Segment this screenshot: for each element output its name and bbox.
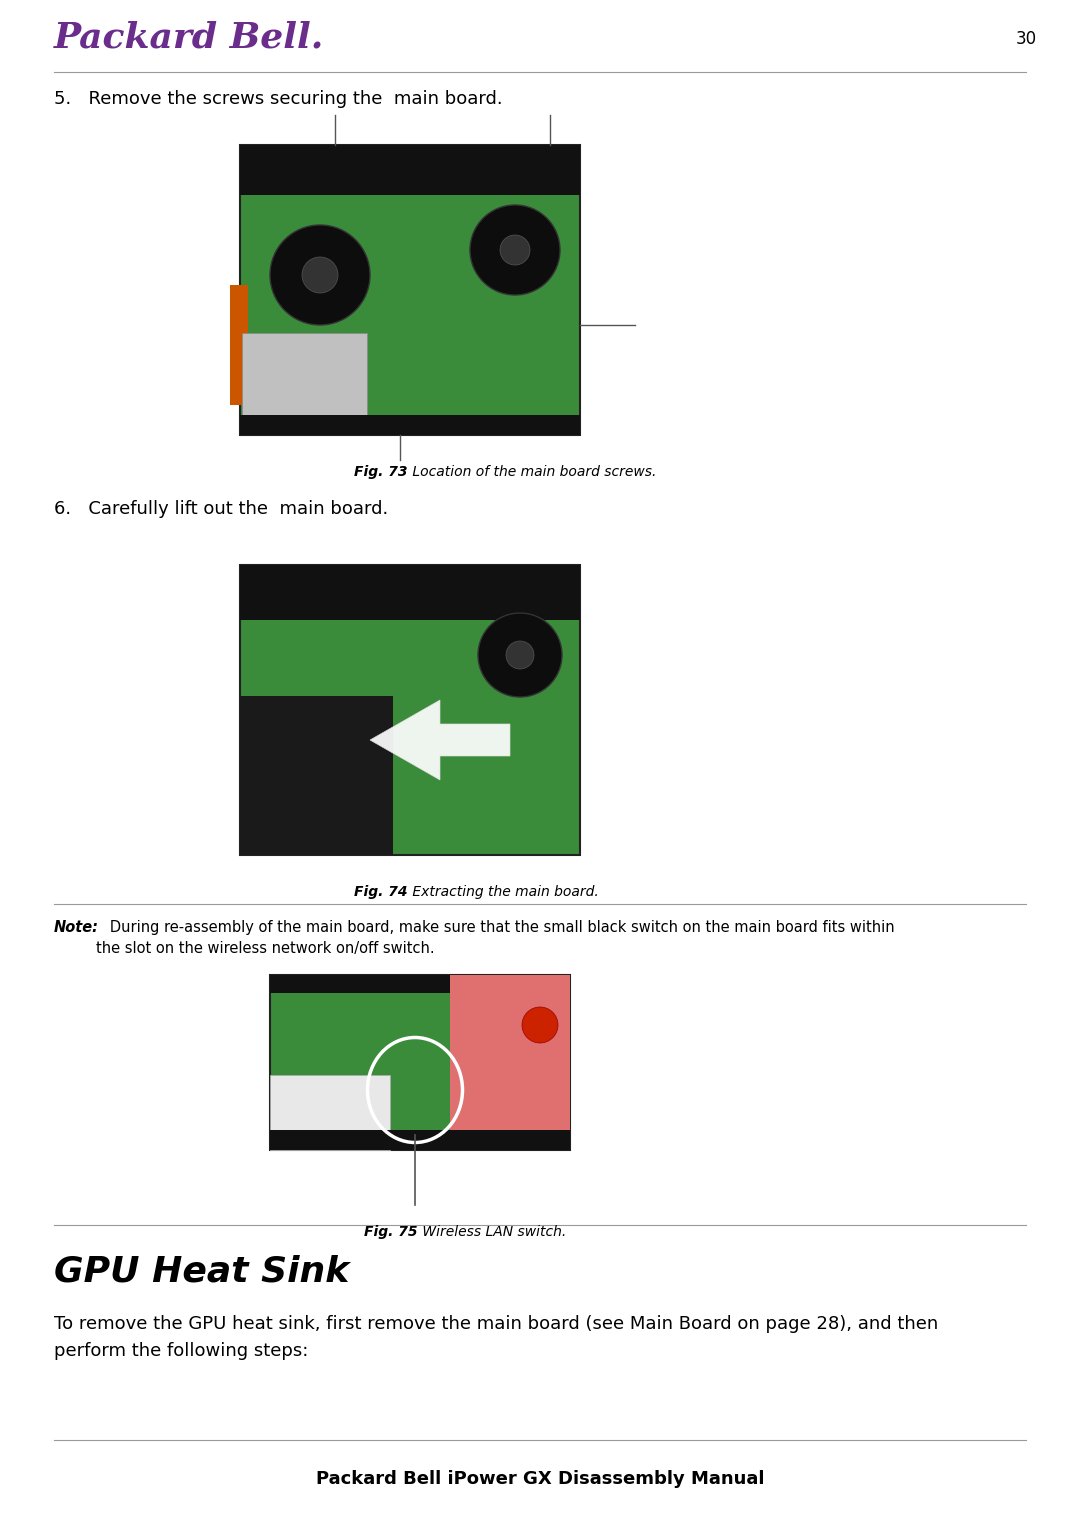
- Bar: [450, 976, 570, 1150]
- Text: Note:: Note:: [54, 919, 99, 935]
- Text: Location of the main board screws.: Location of the main board screws.: [408, 466, 657, 479]
- Circle shape: [522, 1006, 558, 1043]
- Text: 30: 30: [1015, 31, 1037, 47]
- Bar: [240, 565, 580, 620]
- Text: Packard Bell.: Packard Bell.: [54, 20, 324, 53]
- Bar: [270, 1130, 570, 1150]
- Circle shape: [470, 205, 561, 295]
- Text: Fig. 73: Fig. 73: [354, 466, 408, 479]
- Polygon shape: [370, 699, 510, 780]
- Bar: [240, 696, 393, 855]
- Text: To remove the GPU heat sink, first remove the main board (see Main Board on page: To remove the GPU heat sink, first remov…: [54, 1315, 939, 1361]
- Bar: [240, 145, 580, 195]
- Text: Extracting the main board.: Extracting the main board.: [408, 886, 598, 899]
- Text: 6.   Carefully lift out the  main board.: 6. Carefully lift out the main board.: [54, 499, 388, 518]
- Circle shape: [507, 641, 534, 669]
- Circle shape: [302, 257, 338, 293]
- Circle shape: [478, 612, 562, 696]
- Text: 5.   Remove the screws securing the  main board.: 5. Remove the screws securing the main b…: [54, 90, 502, 108]
- Bar: [270, 976, 570, 1150]
- Bar: [240, 565, 580, 855]
- Bar: [240, 415, 580, 435]
- Text: Fig. 75: Fig. 75: [365, 1225, 418, 1238]
- Text: During re-assembly of the main board, make sure that the small black switch on t: During re-assembly of the main board, ma…: [96, 919, 894, 956]
- Bar: [270, 976, 570, 993]
- Bar: [270, 1075, 390, 1150]
- Text: Packard Bell iPower GX Disassembly Manual: Packard Bell iPower GX Disassembly Manua…: [315, 1471, 765, 1487]
- Bar: [242, 333, 367, 434]
- Text: GPU Heat Sink: GPU Heat Sink: [54, 1255, 349, 1289]
- Circle shape: [270, 224, 370, 325]
- Circle shape: [500, 235, 530, 266]
- Text: Fig. 74: Fig. 74: [354, 886, 408, 899]
- Bar: [240, 145, 580, 435]
- Text: Wireless LAN switch.: Wireless LAN switch.: [418, 1225, 566, 1238]
- Bar: [230, 286, 248, 405]
